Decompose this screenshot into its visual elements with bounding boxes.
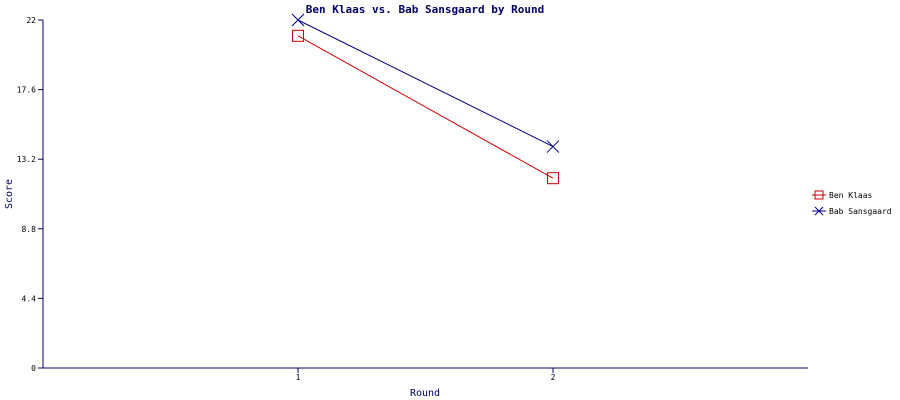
y-tick-label: 17.6 <box>17 86 36 95</box>
series-layer <box>291 13 560 185</box>
series-line <box>297 35 554 179</box>
y-tick-label: 0 <box>31 364 36 373</box>
y-axis-label: Score <box>4 179 15 209</box>
y-tick-label: 8.8 <box>22 225 37 234</box>
x-axis-label: Round <box>410 388 440 399</box>
y-tick-label: 22 <box>26 16 36 25</box>
data-point-x <box>546 140 560 153</box>
series-bab-sansgaard <box>291 13 560 153</box>
legend-marker-x <box>814 206 824 216</box>
data-point-square <box>292 29 304 42</box>
data-point-square <box>547 172 559 185</box>
legend: Ben Klaas Bab Sansgaard <box>812 190 892 216</box>
legend-label: Ben Klaas <box>829 191 873 200</box>
legend-item: Bab Sansgaard <box>812 206 892 216</box>
legend-marker-square <box>814 190 824 200</box>
y-tick-label: 4.4 <box>22 294 37 303</box>
x-tick-label: 2 <box>551 373 556 382</box>
chart-title: Ben Klaas vs. Bab Sansgaard by Round <box>306 3 544 16</box>
y-tick-label: 13.2 <box>17 155 36 164</box>
legend-label: Bab Sansgaard <box>829 207 892 216</box>
x-tick-label: 1 <box>296 373 301 382</box>
series-ben-klaas <box>292 29 559 185</box>
legend-item: Ben Klaas <box>812 190 873 200</box>
y-axis-ticks: 0 4.4 8.8 13.2 17.6 22 <box>17 16 43 373</box>
series-line <box>297 19 554 147</box>
data-point-x <box>291 13 305 27</box>
